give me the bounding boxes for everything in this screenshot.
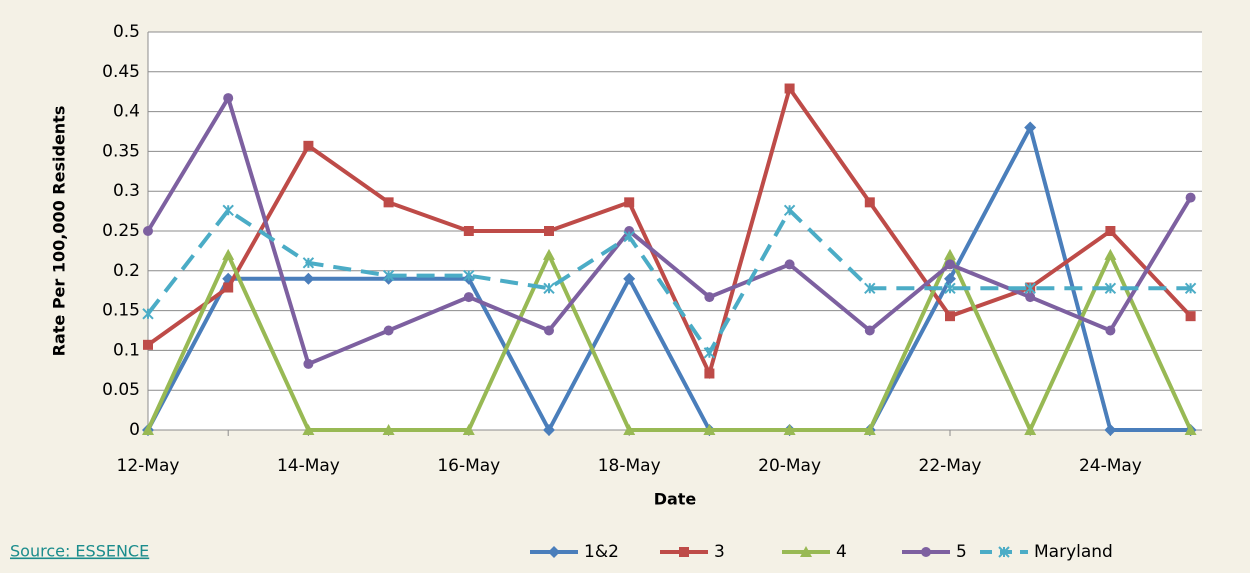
marker xyxy=(945,259,955,270)
marker xyxy=(800,546,812,557)
x-tick-label: 18-May xyxy=(598,456,661,476)
legend-label: 3 xyxy=(714,542,725,562)
x-axis-label: Date xyxy=(654,490,697,509)
marker xyxy=(704,368,715,379)
marker xyxy=(624,197,635,208)
y-tick-label: 0.5 xyxy=(113,22,140,42)
marker xyxy=(1024,121,1037,134)
marker xyxy=(864,282,876,295)
marker xyxy=(544,325,554,336)
marker xyxy=(998,546,1010,558)
marker xyxy=(548,546,560,558)
marker xyxy=(222,204,234,217)
legend-label: 5 xyxy=(956,542,967,562)
marker xyxy=(1184,282,1197,295)
marker xyxy=(921,547,931,557)
series-line xyxy=(146,122,1191,435)
marker xyxy=(864,325,875,336)
marker xyxy=(302,272,315,285)
marker xyxy=(679,547,689,557)
marker xyxy=(623,272,636,285)
marker xyxy=(382,269,395,282)
y-tick-label: 0.05 xyxy=(102,380,140,400)
marker xyxy=(143,226,153,236)
marker xyxy=(382,424,395,435)
marker xyxy=(222,248,235,260)
marker xyxy=(1024,424,1037,435)
x-tick-label: 20-May xyxy=(758,456,821,476)
series-line xyxy=(146,207,1191,357)
marker xyxy=(1185,311,1196,322)
marker xyxy=(1104,424,1117,436)
marker xyxy=(303,358,314,369)
marker xyxy=(463,292,474,303)
marker xyxy=(462,424,475,435)
marker xyxy=(223,93,234,104)
y-tick-label: 0.15 xyxy=(102,301,140,321)
marker xyxy=(784,83,795,94)
marker xyxy=(944,272,956,285)
y-tick-label: 0.2 xyxy=(113,261,140,281)
series-line xyxy=(146,93,1193,367)
marker xyxy=(1025,292,1036,303)
marker xyxy=(944,248,956,260)
series-line xyxy=(146,250,1193,435)
marker xyxy=(543,248,555,260)
legend-label: 1&2 xyxy=(584,542,619,562)
y-tick-label: 0.4 xyxy=(113,102,140,122)
marker xyxy=(783,204,796,217)
marker xyxy=(383,325,394,336)
marker xyxy=(223,282,234,293)
marker xyxy=(1184,424,1197,435)
y-tick-label: 0 xyxy=(129,420,140,440)
marker xyxy=(623,424,636,435)
marker xyxy=(143,339,153,350)
marker xyxy=(1105,226,1116,236)
y-axis-label: Rate Per 100,000 Residents xyxy=(50,106,69,357)
marker xyxy=(302,257,315,269)
marker xyxy=(1024,282,1036,295)
marker xyxy=(543,282,555,295)
marker xyxy=(543,424,555,436)
x-tick-label: 12-May xyxy=(117,456,180,476)
marker xyxy=(1104,282,1117,295)
x-tick-label: 14-May xyxy=(277,456,340,476)
marker xyxy=(303,140,314,151)
marker xyxy=(944,282,956,295)
marker xyxy=(302,424,315,435)
marker xyxy=(703,424,716,435)
marker xyxy=(784,259,795,270)
marker xyxy=(463,269,475,282)
y-tick-label: 0.35 xyxy=(102,141,140,161)
marker xyxy=(945,311,955,322)
marker xyxy=(142,424,154,435)
x-tick-label: 22-May xyxy=(919,456,982,476)
marker xyxy=(463,226,474,236)
marker xyxy=(544,226,554,236)
x-tick-label: 16-May xyxy=(437,456,500,476)
legend-label: 4 xyxy=(836,542,847,562)
marker xyxy=(623,230,635,243)
marker xyxy=(703,347,716,359)
legend-label: Maryland xyxy=(1034,542,1113,562)
y-tick-label: 0.3 xyxy=(113,181,140,201)
x-tick-label: 24-May xyxy=(1079,456,1142,476)
marker xyxy=(1105,325,1116,336)
marker xyxy=(704,292,715,303)
marker xyxy=(142,308,154,320)
y-tick-label: 0.25 xyxy=(102,221,140,241)
marker xyxy=(863,424,876,435)
marker xyxy=(783,424,796,435)
marker xyxy=(1104,248,1117,260)
marker xyxy=(864,197,875,208)
marker xyxy=(383,197,394,208)
marker xyxy=(1185,192,1196,203)
source-link[interactable]: Source: ESSENCE xyxy=(10,542,149,561)
y-tick-label: 0.45 xyxy=(102,62,140,82)
y-tick-label: 0.1 xyxy=(113,340,140,360)
